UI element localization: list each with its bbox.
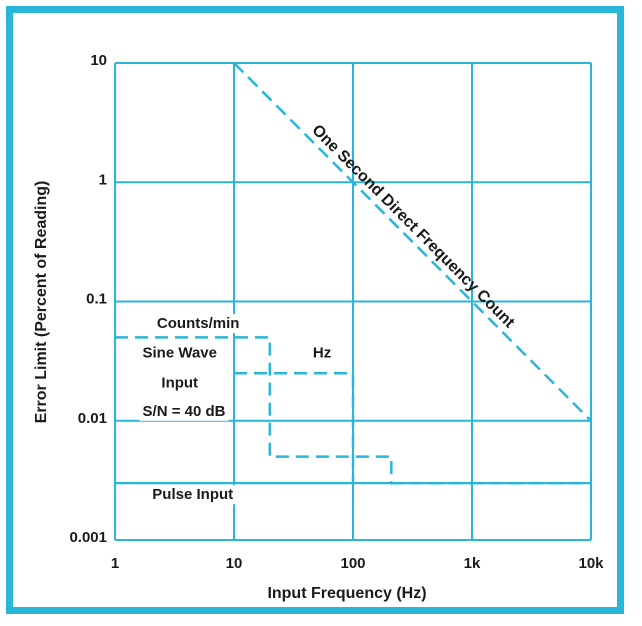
x-tick-label: 10k bbox=[578, 555, 604, 572]
y-axis-label: Error Limit (Percent of Reading) bbox=[33, 181, 50, 424]
annotation-label: S/N = 40 dB bbox=[143, 403, 226, 420]
annotation-bg bbox=[153, 313, 243, 333]
annotation-bg bbox=[149, 485, 237, 505]
diagonal-label: One Second Direct Frequency Count bbox=[308, 122, 518, 332]
tick-labels: 1 10 100 1k 10k 0.001 0.01 0.1 1 10 bbox=[69, 52, 604, 572]
annotation-label: Pulse Input bbox=[152, 486, 233, 503]
x-tick-label: 10 bbox=[226, 555, 243, 572]
annotation-bg bbox=[158, 373, 202, 393]
annotations: Counts/min Sine Wave Input S/N = 40 dB Hz Pul… bbox=[139, 122, 518, 505]
series-layer bbox=[115, 62, 592, 485]
y-tick-label: 0.001 bbox=[69, 529, 107, 546]
annotation-label: Input bbox=[161, 375, 198, 392]
grid bbox=[114, 62, 592, 541]
y-tick-label: 10 bbox=[90, 52, 107, 69]
y-tick-label: 1 bbox=[99, 171, 107, 188]
x-tick-label: 1k bbox=[464, 555, 481, 572]
annotation-bg bbox=[139, 343, 220, 363]
annotation-bg bbox=[309, 343, 335, 363]
annotation-label: Counts/min bbox=[157, 315, 240, 332]
annotation-label: Hz bbox=[313, 344, 331, 361]
annotation-bg bbox=[139, 401, 229, 421]
annotation-label: Sine Wave bbox=[143, 344, 217, 361]
x-tick-label: 1 bbox=[111, 555, 119, 572]
y-tick-label: 0.01 bbox=[78, 410, 107, 427]
series-one-second-direct-frequency-count bbox=[233, 62, 592, 422]
series-hz bbox=[234, 372, 355, 484]
x-axis-label: Input Frequency (Hz) bbox=[267, 585, 426, 602]
series-counts-min bbox=[115, 336, 591, 485]
y-tick-label: 0.1 bbox=[86, 291, 107, 308]
chart-frame bbox=[6, 6, 624, 614]
x-tick-label: 100 bbox=[340, 555, 365, 572]
